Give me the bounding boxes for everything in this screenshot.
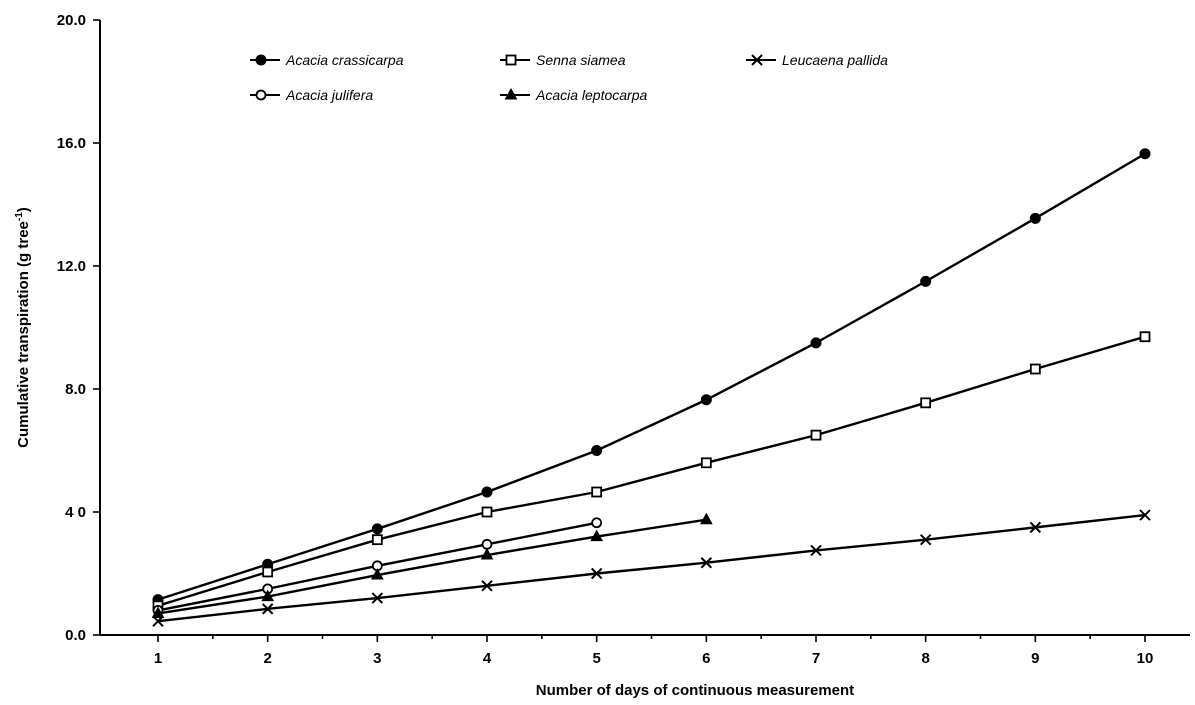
- data-point-acacia-leptocarpa: [151, 606, 165, 618]
- legend-marker-acacia-leptocarpa: [504, 87, 518, 100]
- y-tick-label: 12.0: [57, 258, 86, 275]
- data-point-senna-siamea: [810, 429, 822, 441]
- data-point-senna-siamea: [1029, 363, 1041, 375]
- data-point-leucaena-pallida: [261, 603, 274, 615]
- y-axis-title-suffix: ): [15, 207, 32, 212]
- data-point-acacia-julifera: [481, 538, 493, 550]
- data-point-senna-siamea: [700, 457, 712, 469]
- y-axis-title-main: Cumulative transpiration (g tree: [15, 221, 32, 448]
- data-point-senna-siamea: [920, 397, 932, 409]
- data-point-acacia-leptocarpa: [261, 589, 275, 602]
- y-axis-title-superscript: -1: [14, 212, 25, 221]
- data-point-leucaena-pallida: [1139, 509, 1151, 521]
- data-point-acacia-leptocarpa: [480, 548, 494, 560]
- x-tick-label: 3: [373, 650, 381, 667]
- data-point-senna-siamea: [371, 534, 383, 546]
- data-point-acacia-crassicarpa: [1139, 148, 1151, 160]
- data-point-acacia-leptocarpa: [699, 512, 713, 525]
- y-tick-label: 16.0: [57, 135, 86, 152]
- x-axis-title: Number of days of continuous measurement: [536, 682, 854, 699]
- data-point-acacia-crassicarpa: [371, 523, 383, 535]
- data-point-acacia-leptocarpa: [590, 529, 604, 542]
- data-point-acacia-crassicarpa: [700, 394, 712, 406]
- legend-label-senna-siamea: Senna siamea: [536, 52, 626, 68]
- data-point-acacia-crassicarpa: [1029, 212, 1041, 224]
- data-point-leucaena-pallida: [700, 557, 713, 569]
- legend-item-acacia-leptocarpa: Acacia leptocarpa: [500, 87, 648, 103]
- legend-item-acacia-julifera: Acacia julifera: [250, 87, 373, 103]
- y-axis-title: Cumulative transpiration (g tree-1): [14, 207, 32, 448]
- data-point-leucaena-pallida: [590, 567, 603, 580]
- series-line-leucaena-pallida: [157, 513, 1146, 623]
- x-tick-label: 10: [1137, 650, 1154, 667]
- legend-label-acacia-leptocarpa: Acacia leptocarpa: [535, 87, 648, 103]
- legend-marker-senna-siamea: [505, 54, 517, 66]
- x-tick-label: 1: [154, 650, 162, 667]
- series-line-acacia-leptocarpa: [157, 518, 707, 615]
- series-leucaena-pallida: [152, 509, 1151, 627]
- x-tick-label: 4: [483, 650, 492, 667]
- data-point-senna-siamea: [591, 486, 603, 498]
- data-point-acacia-crassicarpa: [920, 275, 932, 287]
- series-line-senna-siamea: [157, 335, 1146, 607]
- legend-label-leucaena-pallida: Leucaena pallida: [782, 52, 888, 68]
- y-tick-label: 8.0: [65, 381, 86, 398]
- data-point-acacia-crassicarpa: [810, 337, 822, 349]
- y-axis-ticks: 0.0 4 0 8.0 12.0 16.0 20.0: [57, 12, 100, 644]
- series-acacia-julifera: [152, 517, 603, 616]
- legend-marker-leucaena-pallida: [751, 54, 763, 66]
- data-point-senna-siamea: [262, 566, 274, 578]
- data-point-acacia-julifera: [591, 517, 603, 529]
- legend-marker-acacia-julifera: [255, 89, 267, 101]
- series-acacia-crassicarpa: [152, 148, 1151, 606]
- y-tick-label: 20.0: [57, 12, 86, 29]
- legend: Acacia crassicarpa Senna siamea Leucaena p…: [250, 52, 888, 103]
- series-acacia-leptocarpa: [151, 512, 713, 618]
- legend-item-acacia-crassicarpa: Acacia crassicarpa: [250, 52, 404, 68]
- x-tick-label: 7: [812, 650, 820, 667]
- legend-item-leucaena-pallida: Leucaena pallida: [746, 52, 888, 68]
- series-line-acacia-crassicarpa: [157, 152, 1146, 601]
- x-tick-label: 2: [263, 650, 271, 667]
- x-tick-label: 8: [921, 650, 929, 667]
- series-senna-siamea: [152, 331, 1151, 612]
- y-tick-label: 0.0: [65, 627, 86, 644]
- x-tick-label: 9: [1031, 650, 1039, 667]
- data-point-senna-siamea: [481, 506, 493, 518]
- data-point-leucaena-pallida: [1029, 521, 1042, 534]
- data-point-senna-siamea: [1139, 331, 1151, 343]
- data-point-leucaena-pallida: [919, 533, 932, 546]
- data-point-acacia-crassicarpa: [481, 486, 493, 498]
- data-point-acacia-leptocarpa: [370, 567, 384, 580]
- y-tick-label: 4 0: [65, 504, 86, 521]
- data-point-acacia-crassicarpa: [591, 445, 603, 456]
- data-point-leucaena-pallida: [371, 592, 384, 604]
- legend-label-acacia-crassicarpa: Acacia crassicarpa: [285, 52, 404, 68]
- data-point-leucaena-pallida: [481, 580, 493, 592]
- x-tick-label: 6: [702, 650, 710, 667]
- legend-marker-acacia-crassicarpa: [255, 54, 267, 66]
- legend-item-senna-siamea: Senna siamea: [500, 52, 626, 68]
- x-axis-ticks: 1 2 3 4 5 6 7 8 9 10: [154, 635, 1154, 667]
- data-point-leucaena-pallida: [810, 544, 822, 557]
- series-layer: [151, 148, 1151, 627]
- x-tick-label: 5: [592, 650, 600, 667]
- legend-label-acacia-julifera: Acacia julifera: [285, 87, 373, 103]
